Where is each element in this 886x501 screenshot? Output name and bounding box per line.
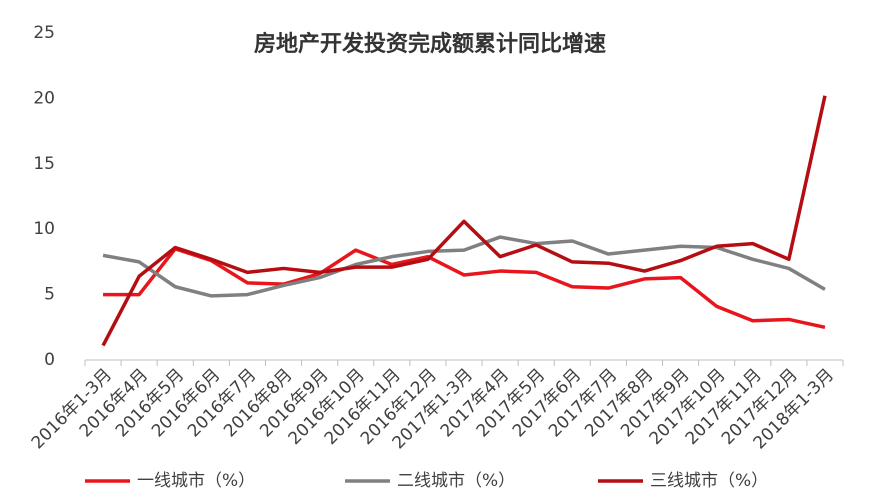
series-line — [101, 95, 827, 347]
legend-label: 一线城市（%） — [137, 471, 255, 491]
chart-title: 房地产开发投资完成额累计同比增速 — [254, 31, 606, 57]
y-tick-label: 15 — [33, 154, 55, 174]
y-tick-label: 20 — [33, 88, 55, 108]
y-tick-label: 0 — [44, 350, 55, 370]
legend-label: 三线城市（%） — [650, 471, 768, 491]
legend-label: 二线城市（%） — [397, 471, 515, 491]
y-tick-label: 10 — [33, 219, 55, 239]
series-line — [102, 235, 826, 298]
y-tick-label: 25 — [33, 23, 55, 43]
series-line — [103, 247, 826, 330]
y-tick-label: 5 — [44, 285, 55, 305]
